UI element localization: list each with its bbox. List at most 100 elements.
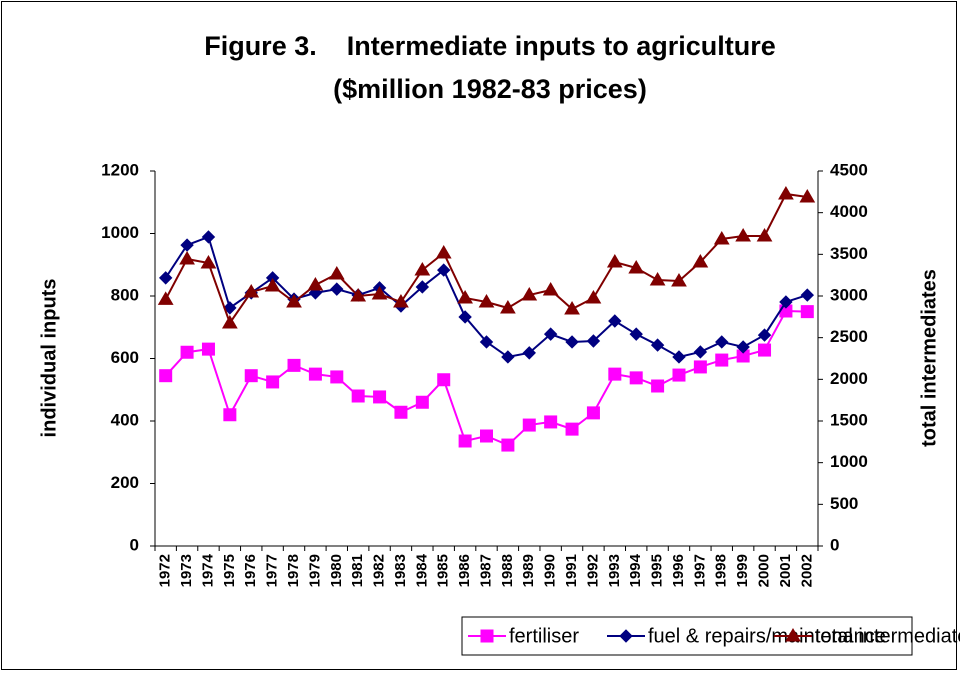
data-point xyxy=(778,186,794,200)
data-point xyxy=(286,294,302,308)
y-tick-label: 1200 xyxy=(101,160,139,179)
data-point xyxy=(779,295,793,309)
data-point xyxy=(328,266,345,280)
x-tick-label: 1995 xyxy=(649,554,666,587)
y2-tick-label: 4000 xyxy=(830,202,868,221)
chart-frame xyxy=(1,1,957,670)
y-tick-label: 400 xyxy=(111,410,139,429)
data-point xyxy=(200,255,217,269)
data-point xyxy=(266,375,280,389)
y2-tick-label: 4500 xyxy=(830,160,868,179)
data-point xyxy=(223,301,237,315)
data-point xyxy=(565,422,579,436)
x-tick-label: 1989 xyxy=(520,554,537,587)
legend-marker xyxy=(480,629,494,643)
data-point xyxy=(330,282,344,296)
data-point xyxy=(799,189,816,203)
data-point xyxy=(672,368,686,382)
x-tick-label: 1977 xyxy=(264,554,281,587)
data-point xyxy=(672,350,686,364)
legend-marker xyxy=(619,629,633,643)
y-tick-label: 800 xyxy=(111,285,139,304)
data-point xyxy=(692,254,709,268)
data-point xyxy=(608,367,622,381)
data-point xyxy=(158,271,173,285)
data-point xyxy=(651,379,665,393)
data-point xyxy=(479,335,494,349)
x-tick-label: 1972 xyxy=(157,554,174,587)
x-tick-label: 2000 xyxy=(756,554,773,587)
x-tick-label: 1983 xyxy=(392,554,409,587)
x-tick-label: 1974 xyxy=(199,553,216,587)
data-point xyxy=(393,294,409,308)
data-point xyxy=(351,389,365,403)
x-tick-label: 1986 xyxy=(456,554,473,587)
legend-label: total intermediates xyxy=(815,625,960,647)
data-point xyxy=(693,360,707,374)
data-point xyxy=(415,395,429,409)
data-point xyxy=(800,305,814,319)
data-point xyxy=(629,371,643,385)
data-point xyxy=(758,343,772,357)
data-point xyxy=(586,406,600,420)
data-point xyxy=(437,373,451,387)
data-point xyxy=(457,290,473,304)
data-point xyxy=(586,334,601,348)
x-tick-label: 1996 xyxy=(670,554,687,587)
y2-tick-label: 1500 xyxy=(830,410,868,429)
data-point xyxy=(373,390,387,404)
x-tick-label: 1999 xyxy=(734,554,751,587)
x-tick-label: 1988 xyxy=(499,554,516,587)
data-point xyxy=(159,369,173,383)
data-point xyxy=(522,418,536,432)
data-point xyxy=(629,327,643,341)
data-point xyxy=(179,251,195,265)
data-point xyxy=(243,284,260,298)
y2-tick-label: 3500 xyxy=(830,244,868,263)
data-point xyxy=(308,367,322,381)
data-point xyxy=(628,260,645,274)
data-point xyxy=(458,310,472,324)
y2-tick-label: 1000 xyxy=(830,452,868,471)
y-tick-label: 200 xyxy=(111,473,139,492)
data-point xyxy=(693,345,708,359)
x-tick-label: 1979 xyxy=(306,554,323,587)
legend-box xyxy=(461,616,913,656)
data-point xyxy=(715,353,729,367)
x-tick-label: 1976 xyxy=(242,554,259,587)
data-point xyxy=(521,287,538,301)
data-point xyxy=(756,228,773,242)
data-point xyxy=(264,278,281,292)
x-tick-label: 1992 xyxy=(584,554,601,587)
data-point xyxy=(542,282,559,296)
x-tick-label: 1984 xyxy=(413,553,430,587)
data-point xyxy=(800,288,815,302)
x-tick-label: 2001 xyxy=(777,554,794,587)
data-point xyxy=(500,300,516,314)
data-point xyxy=(671,273,687,287)
y-axis-title: individual inputs xyxy=(38,279,60,438)
data-point xyxy=(435,245,452,259)
legend-label: fuel & repairs/maintenance xyxy=(648,625,886,647)
data-point xyxy=(543,327,558,341)
data-point xyxy=(564,301,580,315)
data-point xyxy=(478,294,495,308)
x-tick-label: 1993 xyxy=(606,554,623,587)
data-point xyxy=(223,408,237,422)
data-point xyxy=(201,342,215,356)
data-point xyxy=(501,350,515,364)
data-point xyxy=(437,263,451,277)
data-point xyxy=(715,335,729,349)
y2-tick-label: 3000 xyxy=(830,285,868,304)
x-tick-label: 1990 xyxy=(542,554,559,587)
x-tick-label: 1980 xyxy=(328,554,345,587)
x-tick-label: 1985 xyxy=(435,554,452,587)
data-point xyxy=(287,358,301,372)
x-tick-label: 1991 xyxy=(563,554,580,587)
data-point xyxy=(201,230,216,244)
data-point xyxy=(606,254,623,268)
y-tick-label: 600 xyxy=(111,348,139,367)
data-point xyxy=(501,438,515,452)
data-point xyxy=(350,288,367,302)
